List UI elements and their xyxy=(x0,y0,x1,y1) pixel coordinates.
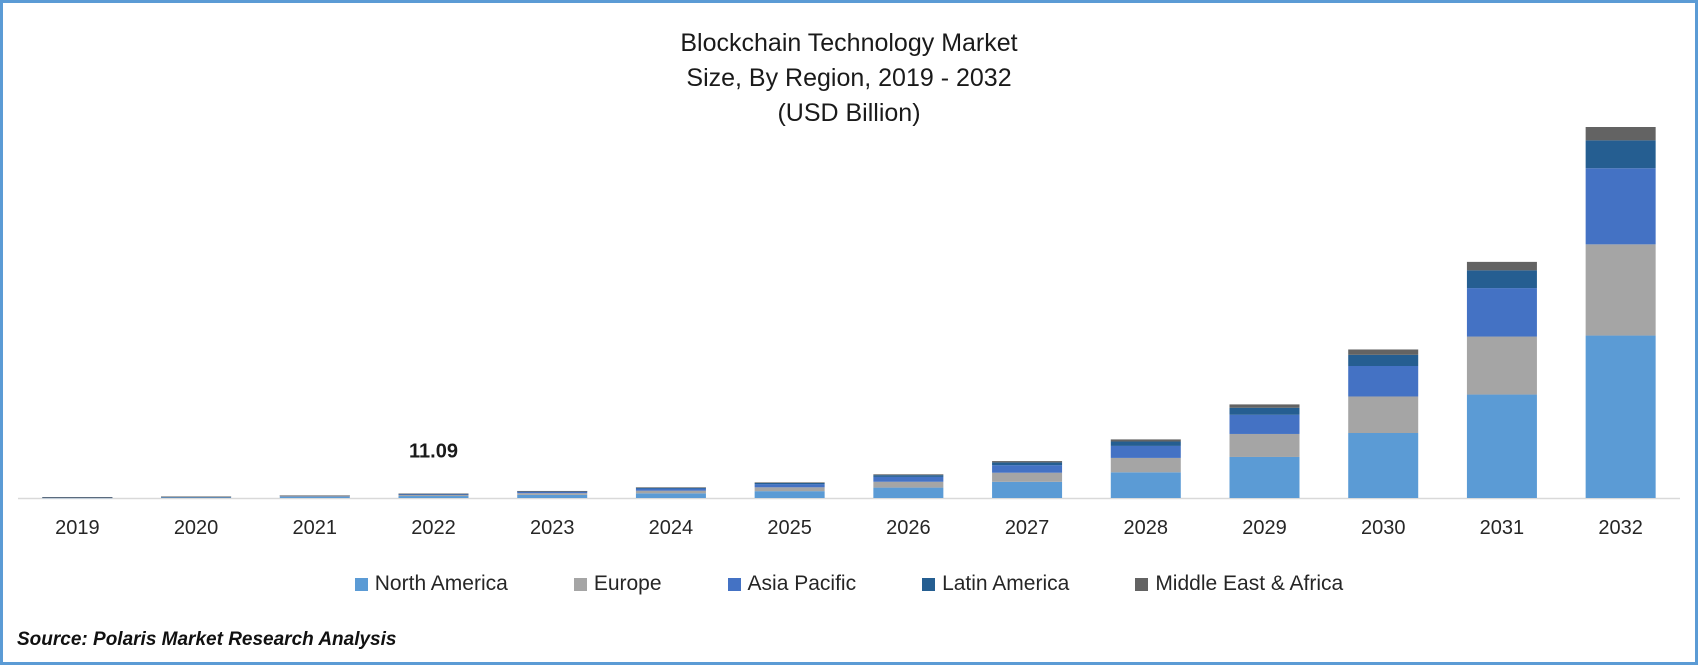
bar-segment-asia-pacific-2022 xyxy=(398,494,469,495)
bar-segment-north-america-2026 xyxy=(873,487,944,498)
legend-label: Europe xyxy=(593,572,662,596)
bar-segment-europe-2022 xyxy=(398,494,469,497)
legend-swatch xyxy=(573,578,587,592)
bar-segment-north-america-2032 xyxy=(1585,335,1656,498)
legend-label: Latin America xyxy=(942,572,1070,596)
x-tick-label-2031: 2031 xyxy=(1480,517,1525,539)
bar-segment-middle-east-africa-2028 xyxy=(1110,439,1181,442)
chart-title-line-1: Blockchain Technology Market xyxy=(680,29,1018,57)
data-label-2022: 11.09 xyxy=(409,441,458,463)
bar-segment-europe-2021 xyxy=(279,496,350,497)
bar-segment-north-america-2031 xyxy=(1466,394,1537,498)
bar-segment-europe-2025 xyxy=(754,487,825,492)
bar-segment-north-america-2023 xyxy=(517,494,588,498)
x-tick-label-2019: 2019 xyxy=(55,517,100,539)
chart-title-line-3: (USD Billion) xyxy=(777,99,921,127)
x-tick-label-2025: 2025 xyxy=(767,517,812,539)
x-tick-label-2030: 2030 xyxy=(1361,517,1406,539)
bar-segment-middle-east-africa-2019 xyxy=(42,497,113,498)
x-tick-label-2027: 2027 xyxy=(1005,517,1050,539)
legend-item-north-america: North America xyxy=(354,572,508,596)
x-tick-label-2024: 2024 xyxy=(649,517,694,539)
bar-segment-north-america-2020 xyxy=(161,497,232,498)
bar-segment-latin-america-2028 xyxy=(1110,441,1181,446)
bar-segment-middle-east-africa-2029 xyxy=(1229,404,1300,408)
bar-segment-north-america-2022 xyxy=(398,496,469,498)
chart-legend: North America Europe Asia Pacific Latin Ame… xyxy=(0,572,1698,596)
bar-segment-europe-2027 xyxy=(992,472,1063,482)
legend-swatch xyxy=(922,578,936,592)
x-tick-label-2032: 2032 xyxy=(1598,517,1643,539)
bar-segment-middle-east-africa-2030 xyxy=(1348,349,1419,355)
legend-swatch xyxy=(354,578,368,592)
bar-segment-latin-america-2026 xyxy=(873,475,944,477)
legend-item-asia-pacific: Asia Pacific xyxy=(727,572,857,596)
legend-item-middle-east-africa: Middle East & Africa xyxy=(1135,572,1343,596)
bar-segment-middle-east-africa-2023 xyxy=(517,490,588,492)
bar-segment-middle-east-africa-2020 xyxy=(161,496,232,498)
bar-segment-europe-2026 xyxy=(873,481,944,488)
chart-title: Blockchain Technology Market Size, By Re… xyxy=(0,26,1698,131)
bar-segment-north-america-2021 xyxy=(279,496,350,498)
bar-segment-middle-east-africa-2022 xyxy=(398,493,469,495)
bar-segment-asia-pacific-2025 xyxy=(754,484,825,488)
bar-segment-asia-pacific-2031 xyxy=(1466,288,1537,337)
bar-segment-europe-2024 xyxy=(635,490,706,494)
bar-segment-latin-america-2030 xyxy=(1348,354,1419,366)
bar-segment-middle-east-africa-2027 xyxy=(992,461,1063,463)
bar-segment-europe-2032 xyxy=(1585,244,1656,336)
legend-label: Middle East & Africa xyxy=(1155,572,1344,596)
bar-segment-latin-america-2032 xyxy=(1585,140,1656,169)
bar-segment-middle-east-africa-2031 xyxy=(1466,261,1537,271)
bar-segment-north-america-2025 xyxy=(754,491,825,498)
bar-segment-europe-2020 xyxy=(161,497,232,498)
bar-segment-north-america-2029 xyxy=(1229,456,1300,498)
legend-item-europe: Europe xyxy=(573,572,662,596)
x-tick-label-2028: 2028 xyxy=(1124,517,1169,539)
legend-label: North America xyxy=(374,572,508,596)
bar-segment-middle-east-africa-2025 xyxy=(754,482,825,483)
bar-segment-north-america-2028 xyxy=(1110,472,1181,498)
bar-segment-asia-pacific-2032 xyxy=(1585,168,1656,245)
bar-segment-europe-2031 xyxy=(1466,336,1537,395)
bar-segment-latin-america-2024 xyxy=(635,487,706,489)
chart-title-line-2: Size, By Region, 2019 - 2032 xyxy=(686,64,1012,92)
x-tick-label-2021: 2021 xyxy=(293,517,338,539)
x-tick-label-2020: 2020 xyxy=(174,517,219,539)
x-tick-label-2022: 2022 xyxy=(411,517,456,539)
legend-item-latin-america: Latin America xyxy=(922,572,1069,596)
bar-segment-europe-2029 xyxy=(1229,433,1300,457)
bar-segment-asia-pacific-2026 xyxy=(873,476,944,482)
bar-segment-asia-pacific-2024 xyxy=(635,488,706,491)
bar-segment-europe-2023 xyxy=(517,493,588,495)
legend-swatch xyxy=(1135,578,1149,592)
x-tick-label-2029: 2029 xyxy=(1242,517,1287,539)
x-tick-label-2023: 2023 xyxy=(530,517,575,539)
bar-segment-asia-pacific-2027 xyxy=(992,465,1063,473)
bar-segment-latin-america-2025 xyxy=(754,482,825,485)
bar-segment-asia-pacific-2028 xyxy=(1110,445,1181,458)
bar-segment-middle-east-africa-2026 xyxy=(873,474,944,476)
bar-segment-north-america-2024 xyxy=(635,493,706,498)
bar-segment-middle-east-africa-2021 xyxy=(279,495,350,497)
bar-segment-middle-east-africa-2032 xyxy=(1585,127,1656,141)
bar-segment-europe-2028 xyxy=(1110,457,1181,473)
bar-segment-asia-pacific-2029 xyxy=(1229,414,1300,434)
legend-swatch xyxy=(727,578,741,592)
legend-label: Asia Pacific xyxy=(747,572,857,596)
x-tick-label-2026: 2026 xyxy=(886,517,931,539)
source-note: Source: Polaris Market Research Analysis xyxy=(17,629,397,650)
bar-segment-north-america-2027 xyxy=(992,481,1063,498)
bar-segment-north-america-2030 xyxy=(1348,433,1419,498)
bar-segment-latin-america-2031 xyxy=(1466,270,1537,289)
bar-segment-latin-america-2029 xyxy=(1229,407,1300,415)
bar-segment-middle-east-africa-2024 xyxy=(635,487,706,488)
bar-segment-asia-pacific-2023 xyxy=(517,491,588,494)
bar-segment-asia-pacific-2030 xyxy=(1348,366,1419,397)
bar-segment-latin-america-2027 xyxy=(992,462,1063,466)
bar-segment-europe-2030 xyxy=(1348,396,1419,433)
